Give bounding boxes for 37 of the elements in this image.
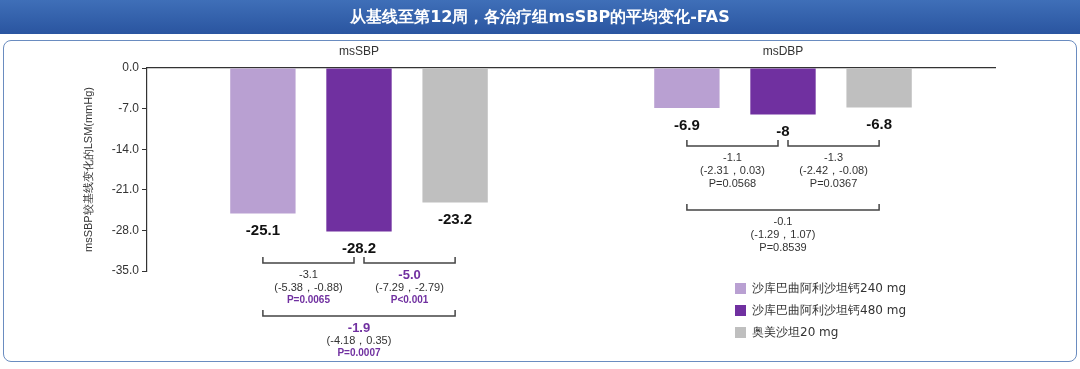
annotation: (-2.42，-0.08) [799, 163, 868, 176]
data-label: -8 [776, 122, 790, 140]
x-tick-label: msDBP [762, 44, 804, 59]
y-tick-label: -7.0 [118, 100, 140, 115]
text: -1.9 [347, 320, 371, 336]
y-tick-label: -28.0 [111, 222, 140, 237]
y-tick-label: 0.0 [122, 60, 140, 75]
annotation: P=0.0568 [708, 176, 757, 189]
annotation: -1.1 [722, 150, 742, 163]
legend-label: 奥美沙坦20 mg [752, 323, 839, 341]
annotation: -1.3 [824, 150, 844, 163]
text: (-7.29，-2.79) [375, 280, 444, 293]
data-label: -6.9 [673, 115, 700, 133]
text: (-5.38，-0.88) [274, 280, 343, 293]
annotation: P=0.0367 [809, 176, 858, 189]
legend-label: 沙库巴曲阿利沙坦钙240 mg [752, 279, 907, 297]
x-tick-label: msSBP [338, 44, 380, 59]
data-label: -28.2 [341, 239, 377, 257]
annotation: P=0.8539 [759, 240, 807, 253]
text: P=0.0007 [337, 346, 381, 358]
y-tick-label: -21.0 [111, 182, 140, 197]
y-tick-label: -35.0 [111, 263, 140, 278]
data-label: -25.1 [245, 221, 280, 239]
y-axis-title: msSBP较基线变化的LSM(mmHg) [81, 86, 94, 253]
text: (-4.18，0.35) [326, 333, 392, 346]
y-tick-label: -14.0 [111, 141, 140, 156]
chart-title: 从基线至第12周，各治疗组msSBP的平均变化-FAS [0, 0, 1080, 34]
annotation: (-2.31，0.03) [700, 163, 765, 176]
annotation: -5.0 [398, 267, 421, 283]
text: P=0.0065 [286, 293, 331, 305]
annotation: -3.1 [298, 267, 318, 280]
annotation: (-1.29，1.07) [750, 227, 816, 240]
data-label: -23.2 [438, 210, 473, 228]
data-label: -6.8 [866, 115, 893, 133]
text: P<0.001 [390, 293, 429, 305]
legend-label: 沙库巴曲阿利沙坦钙480 mg [752, 301, 907, 319]
annotation: -0.1 [773, 214, 793, 227]
